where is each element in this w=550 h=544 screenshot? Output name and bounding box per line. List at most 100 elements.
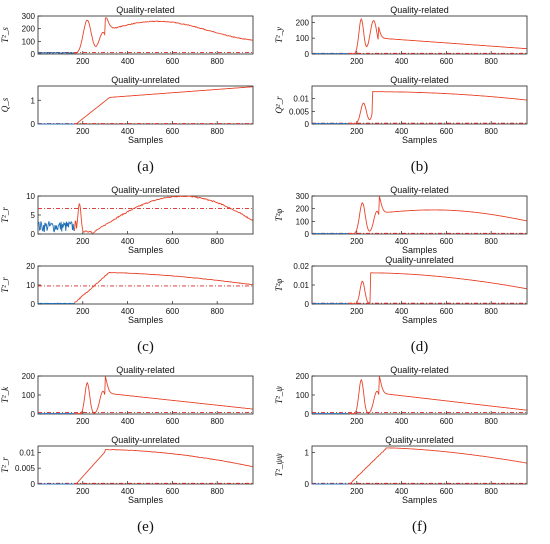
y-tick-label: 200 — [22, 372, 36, 381]
plot-frame — [311, 195, 528, 235]
x-tick-label: 800 — [210, 57, 224, 66]
x-tick-label: 200 — [350, 417, 364, 426]
x-tick-label: 600 — [166, 487, 180, 496]
x-tick-label: 800 — [210, 487, 224, 496]
x-tick-label: 800 — [484, 237, 498, 246]
y-axis-label: T²_ψψ — [274, 453, 284, 477]
fault-series-line — [74, 449, 253, 485]
plot-title: Quality-unrelated — [111, 435, 180, 445]
plot-frame — [311, 265, 528, 305]
panel-e: Quality-related T²_k 0 100 200 200 400 600 800 Qu… — [0, 365, 254, 535]
y-axis-label: T²_ψ — [274, 386, 284, 404]
fault-series-line — [348, 376, 527, 415]
x-axis-label: Samples — [402, 245, 438, 255]
fault-series-line — [74, 17, 253, 55]
normal-series-line — [37, 221, 75, 233]
x-tick-label: 800 — [210, 307, 224, 316]
y-tick-label: 0 — [31, 50, 36, 59]
x-tick-label: 200 — [350, 487, 364, 496]
plot-title: Quality-related — [390, 185, 449, 195]
x-tick-label: 600 — [440, 307, 454, 316]
x-tick-label: 800 — [210, 237, 224, 246]
x-tick-label: 200 — [76, 127, 90, 136]
y-tick-label: 200 — [22, 25, 36, 34]
y-tick-label: 20 — [26, 262, 35, 271]
x-tick-label: 600 — [166, 307, 180, 316]
x-axis-label: Samples — [402, 495, 438, 505]
y-tick-label: 100 — [22, 391, 36, 400]
plot-title: Quality-unrelated — [111, 185, 180, 195]
plot-frame — [311, 15, 528, 55]
panel-label: (b) — [411, 159, 429, 175]
y-tick-label: 10 — [26, 281, 35, 290]
y-tick-label: 0 — [305, 410, 310, 419]
y-tick-label: 0.01 — [293, 95, 309, 104]
y-tick-label: 200 — [296, 372, 310, 381]
x-tick-label: 200 — [76, 57, 90, 66]
x-tick-label: 800 — [484, 307, 498, 316]
x-axis-label: Samples — [128, 135, 164, 145]
plot-frame — [37, 15, 254, 55]
plot-title: Quality-unrelated — [385, 435, 454, 445]
y-axis-label: Q²_r — [274, 96, 284, 114]
panel-label: (a) — [137, 159, 154, 175]
y-axis-label: T²φ — [274, 279, 284, 292]
y-tick-label: 0 — [305, 50, 310, 59]
plot-frame — [37, 265, 254, 305]
x-tick-label: 400 — [395, 237, 409, 246]
normal-series-line — [38, 302, 75, 305]
x-tick-label: 400 — [121, 127, 135, 136]
x-axis-label: Samples — [402, 315, 438, 325]
panel-label: (c) — [137, 339, 154, 355]
x-tick-label: 400 — [121, 57, 135, 66]
y-tick-label: 0.005 — [289, 107, 310, 116]
y-axis-label: T²_r — [0, 277, 10, 293]
plot-title: Quality-unrelated — [111, 75, 180, 85]
fault-series-line — [348, 447, 527, 485]
x-tick-label: 200 — [76, 237, 90, 246]
x-tick-label: 800 — [484, 57, 498, 66]
x-axis-label: Samples — [128, 245, 164, 255]
x-tick-label: 400 — [121, 237, 135, 246]
y-tick-label: 100 — [296, 34, 310, 43]
x-tick-label: 400 — [121, 307, 135, 316]
x-tick-label: 400 — [395, 307, 409, 316]
y-tick-label: 0 — [31, 230, 36, 239]
x-tick-label: 600 — [440, 487, 454, 496]
panel-d: Quality-related T²φ 0 100 200 300 200 400 600 800… — [274, 185, 528, 355]
y-axis-label: T²φ — [274, 209, 284, 222]
panel-label: (d) — [411, 339, 429, 355]
x-tick-label: 600 — [440, 237, 454, 246]
x-tick-label: 800 — [484, 417, 498, 426]
fault-series-line — [74, 86, 253, 125]
x-tick-label: 800 — [484, 487, 498, 496]
x-tick-label: 200 — [350, 127, 364, 136]
y-tick-label: 200 — [296, 205, 310, 214]
y-axis-label: T²_r — [0, 207, 10, 223]
plot-frame — [311, 445, 528, 485]
x-tick-label: 200 — [76, 307, 90, 316]
y-tick-label: 0.01 — [19, 448, 35, 457]
x-tick-label: 200 — [76, 487, 90, 496]
x-tick-label: 600 — [166, 237, 180, 246]
plot-title: Quality-related — [390, 75, 449, 85]
plot-title: Quality-unrelated — [385, 255, 454, 265]
x-axis-label: Samples — [128, 495, 164, 505]
y-tick-label: 5 — [31, 211, 36, 220]
x-tick-label: 600 — [166, 127, 180, 136]
plot-frame — [311, 375, 528, 415]
x-tick-label: 400 — [395, 57, 409, 66]
plot-frame — [311, 85, 528, 125]
y-tick-label: 0 — [305, 120, 310, 129]
plot-title: Quality-related — [116, 5, 175, 15]
y-tick-label: 10 — [26, 192, 35, 201]
panel-label: (e) — [137, 519, 154, 535]
x-tick-label: 400 — [121, 417, 135, 426]
x-tick-label: 600 — [166, 417, 180, 426]
y-tick-label: 200 — [296, 18, 310, 27]
plot-frame — [37, 85, 254, 125]
plot-frame — [37, 445, 254, 485]
plot-title: Quality-related — [116, 365, 175, 375]
fault-series-line — [74, 376, 253, 415]
